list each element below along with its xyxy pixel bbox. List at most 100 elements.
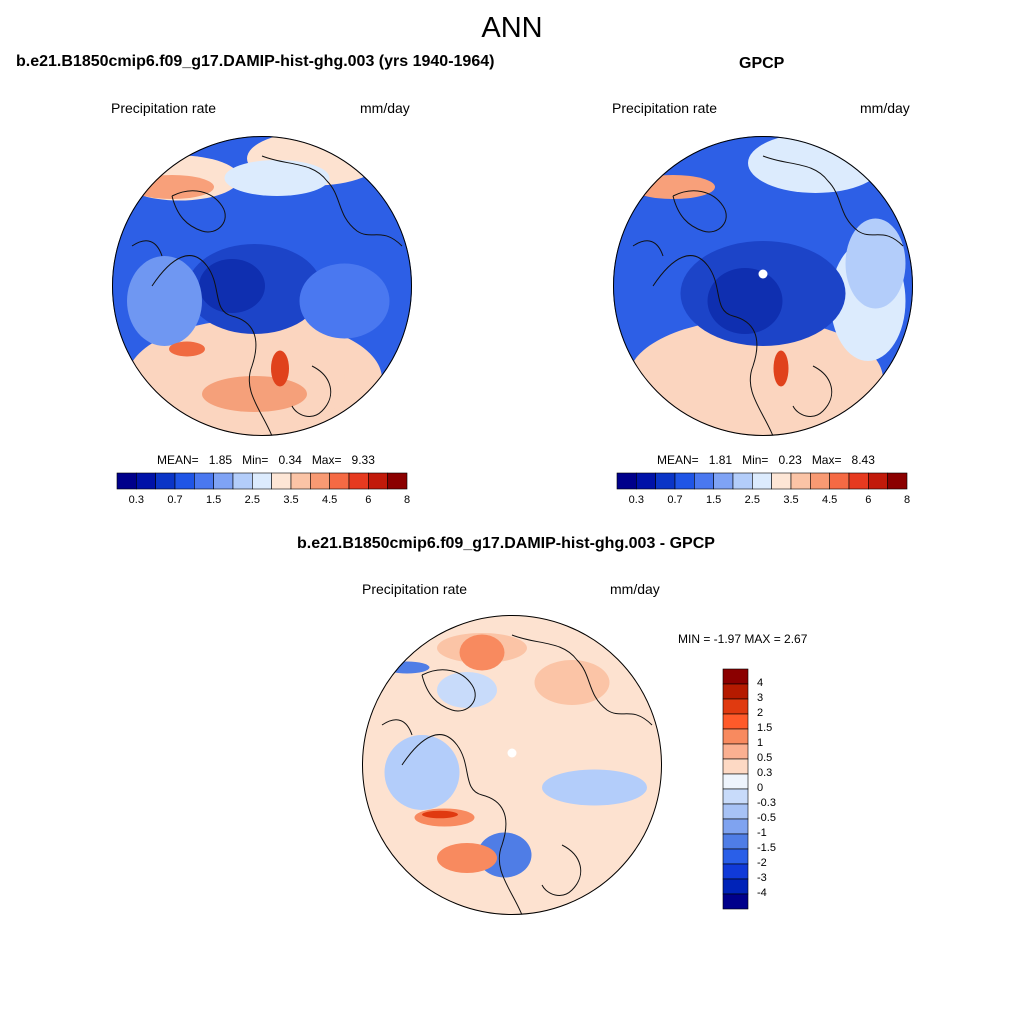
panel-3-contour-region [437,672,497,708]
panel-3-contour-region [384,735,460,810]
panel-2-colorbar-swatch [848,472,869,490]
panel-3-colorbar-swatch [722,713,749,730]
panel-1-contour-region [202,376,307,412]
panel-3-contour-region [437,843,497,873]
panel-3-colorbar-swatch [722,728,749,745]
panel-2-coastline [672,190,727,233]
panel-3-colorbar-tick-label: 2 [757,707,764,719]
panel-3-contour-region [384,661,430,674]
panel-3-contour-region [542,769,647,806]
panel-2-colorbar-tick-label: 1.5 [706,494,722,506]
panel-3-colorbar-swatch [722,848,749,865]
panel-1-colorbar-tick-label: 2.5 [244,494,260,506]
panel-1-colorbar-swatch [194,472,214,490]
panel-2-colorbar-swatch [636,472,656,490]
panel-2-colorbar-tick-label: 8 [903,494,911,506]
panel-3-map-border [362,615,662,915]
panel-3-colorbar-swatch [722,788,749,805]
panel-2-stats: MEAN= 1.81 Min= 0.23 Max= 8.43 [657,453,875,467]
panel-3-colorbar-tick-label: 4 [757,677,764,689]
panel-1-contour-region [169,341,205,357]
panel-1-max-label: Max= [311,453,342,467]
panel-2-colorbar-swatch [674,472,695,490]
panel-1-min-label: Min= [242,453,269,467]
panel-3-stats: MIN = -1.97 MAX = 2.67 [678,632,808,646]
panel-3-coastline [511,634,653,726]
panel-2-contour-region [707,268,783,334]
panel-1-colorbar-swatch [174,472,195,490]
panel-2-colorbar-tick-label: 6 [865,494,872,506]
panel-1-map-border [112,136,412,436]
panel-2-mean-value: 1.81 [708,453,733,467]
panel-1-colorbar-swatch [271,472,292,490]
panel-3-colorbar-tick-label: -3 [757,872,767,884]
panel-2-contour-region [773,350,789,387]
panel-2-colorbar [616,472,908,490]
panel-2-min-value: 0.23 [778,453,802,467]
panel-1-coastline [171,190,226,233]
panel-2-colorbar-swatch [790,472,811,490]
panel-1-colorbar-swatch [116,472,137,490]
panel-3-colorbar-tick-label: 0.5 [757,752,773,764]
panel-1-colorbar-swatch [136,472,156,490]
panel-2-contour-region [680,308,846,436]
panel-1-colorbar-swatch [155,472,176,490]
panel-2-colorbar-swatch [771,472,792,490]
panel-3-colorbar-swatch [722,878,749,895]
panel-3-colorbar-ticks: 4 3 2 1.5 1 0.5 0.3 0 -0.3 -0.5 -1 -1.5 -2 -3 -4 [757,669,797,909]
panel-3-colorbar [722,668,749,910]
panel-3-colorbar-swatch [722,668,749,685]
panel-2-min-label: Min= [742,453,769,467]
panel-2-mean-label: MEAN= [657,453,699,467]
panel-3-colorbar-tick-label: 3 [757,692,764,704]
panel-2-polar-map [613,136,913,436]
panel-3-contour-region [507,748,517,758]
figure-title: ANN [481,12,543,44]
panel-2-colorbar-swatch [887,472,908,490]
panel-1-title: b.e21.B1850cmip6.f09_g17.DAMIP-hist-ghg.… [16,53,495,70]
panel-1-polar-map [112,136,412,436]
panel-3-coastline [541,844,582,896]
panel-2-colorbar-swatch [868,472,888,490]
panel-2-variable-label: Precipitation rate [612,100,718,116]
panel-2-colorbar-tick-label: 4.5 [822,494,838,506]
panel-2-coastline [632,240,664,257]
panel-1-stats: MEAN= 1.85 Min= 0.34 Max= 9.33 [157,453,375,467]
panel-1-contour-region [224,160,330,196]
panel-3-colorbar-tick-label: -1 [757,827,767,839]
panel-2-map-border [613,136,913,436]
panel-2-title: GPCP [739,55,785,72]
panel-3-colorbar-swatch [722,863,749,880]
panel-2-colorbar-swatch [616,472,637,490]
panel-1-coastline [261,155,403,247]
panel-2-coastline [762,155,904,247]
panel-1-variable-label: Precipitation rate [111,100,217,116]
panel-3-polar-map [362,615,662,915]
panel-1-colorbar-swatch [329,472,350,490]
panel-1-colorbar-tick-label: 1.5 [206,494,222,506]
panel-3-colorbar-swatch [722,893,749,910]
panel-3-colorbar-tick-label: -1.5 [757,842,776,854]
panel-2-max-value: 8.43 [851,453,875,467]
panel-1-colorbar-swatch [213,472,234,490]
panel-3-colorbar-tick-label: -0.5 [757,812,776,824]
panel-2-colorbar-tick-label: 0.3 [628,494,644,506]
panel-1-colorbar-swatch [387,472,408,490]
panel-3-colorbar-swatch [722,743,749,760]
panel-2-colorbar-ticks: 0.3 0.7 1.5 2.5 3.5 4.5 6 8 [617,494,911,508]
panel-1-coastline [131,240,163,257]
panel-3-contour-region [534,660,610,705]
panel-2-colorbar-swatch [713,472,734,490]
panel-1-colorbar-swatch [290,472,311,490]
panel-2-colorbar-swatch [655,472,676,490]
panel-1-colorbar-tick-label: 6 [365,494,372,506]
panel-3-colorbar-swatch [722,803,749,820]
panel-1-mean-value: 1.85 [208,453,233,467]
panel-3-colorbar-tick-label: -4 [757,887,767,899]
panel-3-units-label: mm/day [610,581,660,597]
panel-1-colorbar-tick-label: 8 [403,494,411,506]
panel-2-contour-region [845,218,906,309]
panel-1-contour-region [199,259,265,313]
panel-1-coastline [151,255,273,436]
panel-2-contour-region [748,136,883,193]
